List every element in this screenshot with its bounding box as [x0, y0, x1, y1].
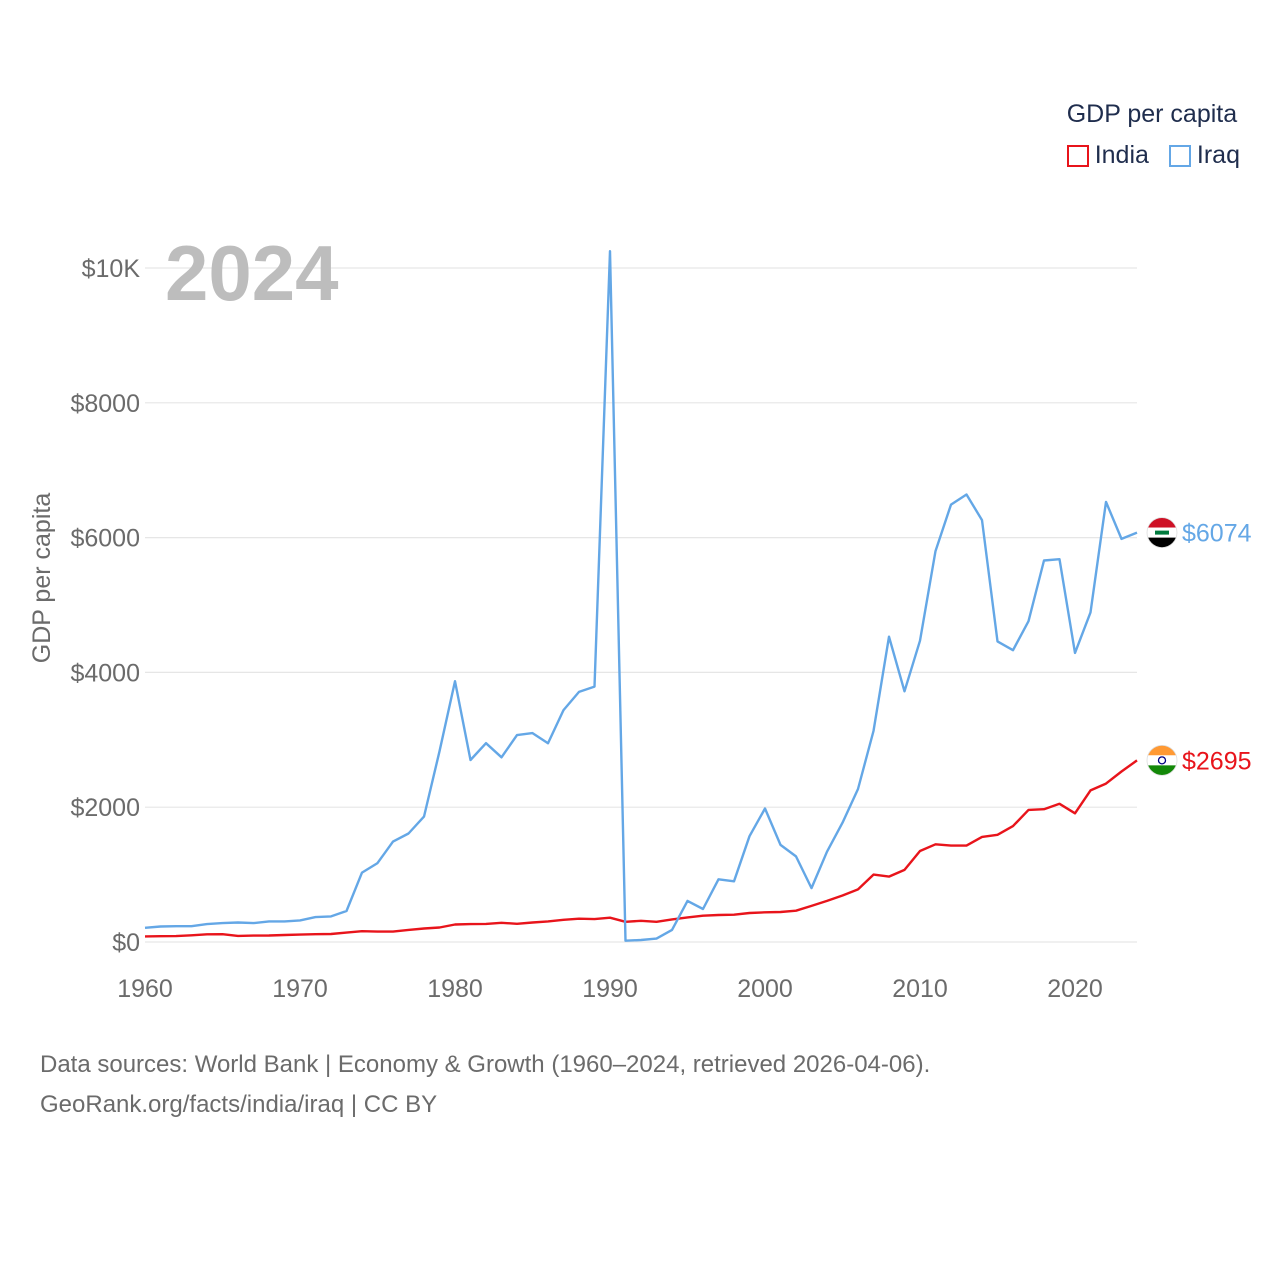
x-tick-label: 1970 [272, 975, 328, 1003]
y-tick-label: $4000 [70, 659, 140, 687]
y-tick-label: $10K [82, 255, 141, 283]
year-label: 2024 [165, 229, 339, 317]
attribution-text: GeoRank.org/facts/india/iraq | CC BY [40, 1091, 438, 1118]
end-value-label-iraq: $6074 [1182, 520, 1252, 548]
legend-swatch-india [1066, 144, 1089, 167]
x-tick-label: 1960 [117, 975, 173, 1003]
legend-swatch-iraq [1168, 144, 1191, 167]
data-sources-text: Data sources: World Bank | Economy & Gro… [40, 1051, 931, 1078]
legend: GDP per capita India Iraq [1066, 100, 1240, 170]
grid-lines [145, 267, 1137, 943]
y-axis-ticks: $0 $2000 $4000 $6000 $8000 $10K [70, 255, 140, 957]
x-tick-label: 2010 [892, 975, 948, 1003]
legend-title: GDP per capita [1066, 100, 1238, 128]
x-tick-label: 1980 [427, 975, 483, 1003]
series-line-india[interactable] [144, 759, 1138, 938]
x-tick-label: 1990 [582, 975, 638, 1003]
series-end-markers: $2695 $6074 [1146, 517, 1252, 776]
y-tick-label: $0 [112, 929, 140, 957]
gdp-line-chart: $0$2000$4000$6000$8000$10K 1960 1970 1980 1… [28, 229, 1252, 1003]
legend-items: India Iraq [1066, 141, 1240, 170]
x-tick-label: 2000 [737, 975, 793, 1003]
footer: Data sources: World Bank | Economy & Gro… [40, 1045, 930, 1125]
y-tick-label: $8000 [70, 390, 140, 418]
iraq-flag-icon [1146, 517, 1178, 549]
series-line-iraq[interactable] [144, 249, 1138, 942]
x-axis-ticks: 1960 1970 1980 1990 2000 2010 2020 [117, 975, 1103, 1003]
x-tick-label: 2020 [1047, 975, 1103, 1003]
legend-label-india: India [1094, 141, 1149, 169]
legend-label-iraq: Iraq [1196, 141, 1240, 169]
y-tick-label: $2000 [70, 794, 140, 822]
india-flag-icon [1146, 744, 1178, 776]
y-tick-label: $6000 [70, 525, 140, 553]
legend-item-iraq[interactable]: Iraq [1168, 141, 1240, 170]
series-lines [144, 249, 1138, 942]
y-axis-label: GDP per capita [28, 493, 56, 664]
legend-item-india[interactable]: India [1066, 141, 1149, 170]
end-value-label-india: $2695 [1182, 747, 1252, 775]
